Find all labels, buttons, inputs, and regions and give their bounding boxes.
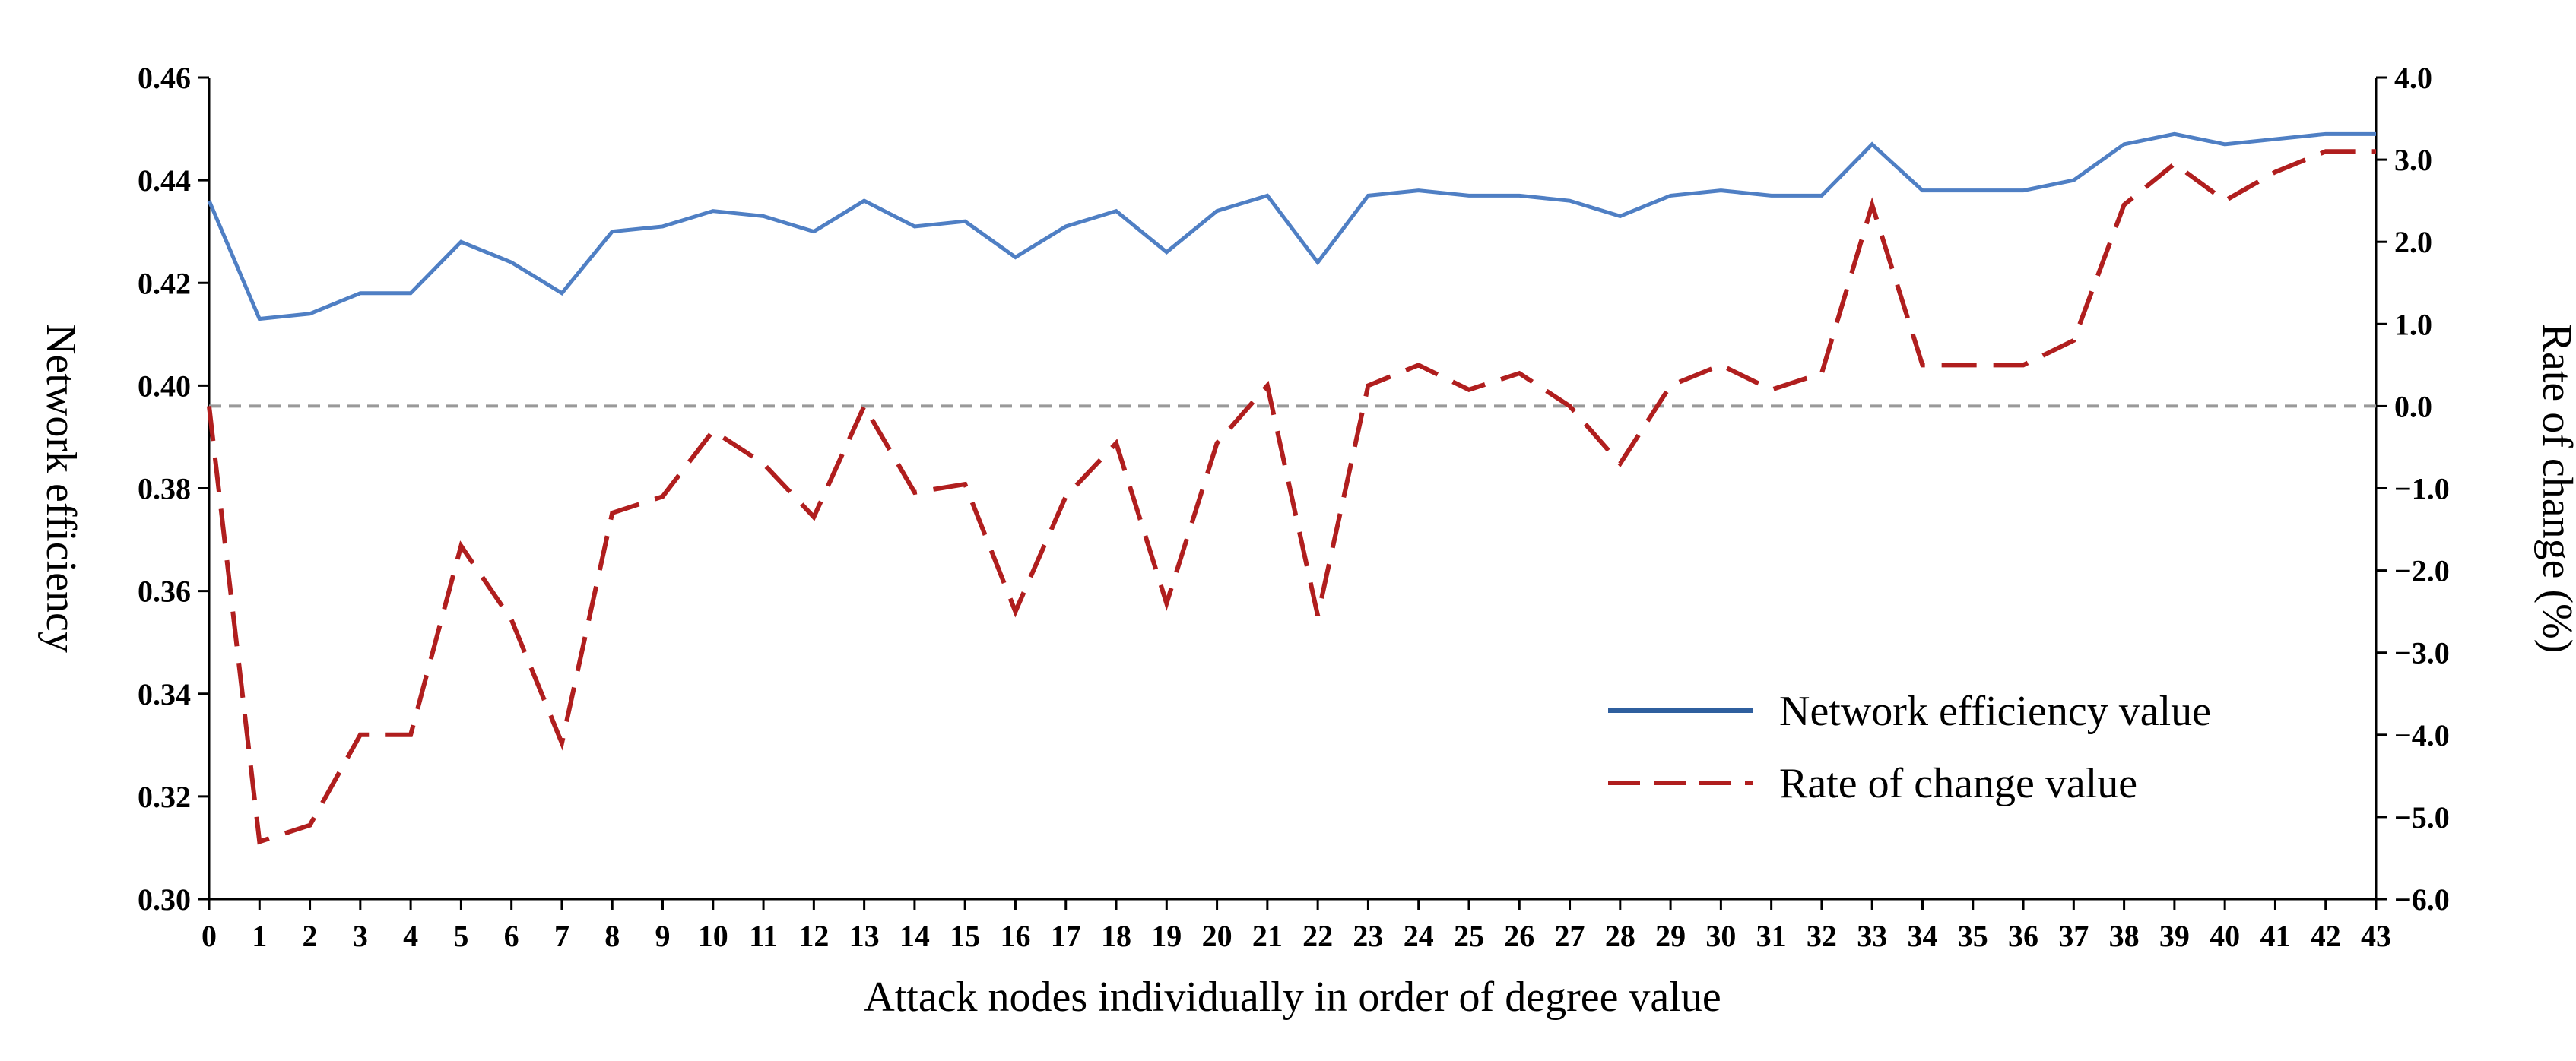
y-axis-title: Network efficiency xyxy=(37,324,84,653)
x-tick-label: 43 xyxy=(2361,919,2391,953)
x-tick-label: 4 xyxy=(403,919,418,953)
x-tick-label: 7 xyxy=(554,919,569,953)
x-tick-label: 38 xyxy=(2109,919,2140,953)
x-tick-label: 29 xyxy=(1655,919,1686,953)
x-tick-label: 9 xyxy=(655,919,671,953)
y2-tick-label: 4.0 xyxy=(2394,61,2432,95)
x-tick-label: 18 xyxy=(1101,919,1131,953)
legend: Network efficiency value Rate of change … xyxy=(1608,688,2211,807)
y-tick-label: 0.46 xyxy=(138,61,191,95)
x-tick-label: 14 xyxy=(899,919,930,953)
series-lines xyxy=(207,131,2376,845)
x-tick-label: 12 xyxy=(798,919,829,953)
x-tick-label: 34 xyxy=(1907,919,1937,953)
x-tick-label: 41 xyxy=(2260,919,2290,953)
y2-tick-label: −5.0 xyxy=(2394,800,2450,835)
y-tick-label: 0.32 xyxy=(138,780,191,814)
x-tick-label: 19 xyxy=(1151,919,1182,953)
legend-label-rate-of-change: Rate of change value xyxy=(1779,760,2137,807)
x-tick-label: 8 xyxy=(604,919,620,953)
y2-tick-label: 0.0 xyxy=(2394,389,2432,423)
x-tick-label: 40 xyxy=(2210,919,2240,953)
x-axis-title: Attack nodes individually in order of de… xyxy=(864,974,1721,1021)
x-tick-label: 31 xyxy=(1756,919,1787,953)
x-tick-label: 35 xyxy=(1958,919,1988,953)
x-tick-label: 28 xyxy=(1605,919,1635,953)
x-tick-label: 42 xyxy=(2311,919,2341,953)
x-tick-label: 26 xyxy=(1504,919,1534,953)
y-tick-label: 0.42 xyxy=(138,266,191,300)
y2-axis-title: Rate of change (%) xyxy=(2533,324,2576,654)
x-tick-label: 0 xyxy=(201,919,217,953)
x-tick-label: 15 xyxy=(950,919,980,953)
y-tick-label: 0.40 xyxy=(138,369,191,403)
x-tick-label: 32 xyxy=(1807,919,1837,953)
x-tick-label: 20 xyxy=(1202,919,1232,953)
x-tick-label: 17 xyxy=(1051,919,1081,953)
x-tick-label: 1 xyxy=(252,919,267,953)
y2-tick-label: 1.0 xyxy=(2394,307,2432,341)
y2-tick-label: 3.0 xyxy=(2394,143,2432,177)
x-tick-label: 24 xyxy=(1404,919,1434,953)
x-tick-label: 30 xyxy=(1705,919,1736,953)
x-tick-label: 36 xyxy=(2008,919,2038,953)
y-tick-label: 0.30 xyxy=(138,882,191,917)
y2-tick-label: 2.0 xyxy=(2394,225,2432,259)
y2-tick-label: −4.0 xyxy=(2394,718,2450,752)
axes: 0.30 0.32 0.34 0.36 0.38 0.40 0.42 0.44 0.46 −6.0… xyxy=(138,61,2450,953)
y-tick-label: 0.36 xyxy=(138,575,191,609)
x-tick-label: 3 xyxy=(353,919,368,953)
x-tick-label: 21 xyxy=(1252,919,1283,953)
x-tick-label: 13 xyxy=(849,919,880,953)
x-tick-label: 6 xyxy=(504,919,519,953)
x-tick-label: 37 xyxy=(2058,919,2089,953)
x-tick-label: 11 xyxy=(749,919,778,953)
x-tick-label: 16 xyxy=(1000,919,1030,953)
x-tick-label: 33 xyxy=(1857,919,1887,953)
y2-tick-label: −1.0 xyxy=(2394,472,2450,506)
x-tick-label: 10 xyxy=(698,919,728,953)
y2-tick-label: −2.0 xyxy=(2394,554,2450,588)
y2-tick-label: −6.0 xyxy=(2394,882,2450,917)
y2-tick-label: −3.0 xyxy=(2394,636,2450,670)
y-tick-label: 0.44 xyxy=(138,163,191,198)
x-tick-label: 25 xyxy=(1454,919,1484,953)
x-tick-label: 39 xyxy=(2159,919,2190,953)
y-tick-label: 0.38 xyxy=(138,472,191,506)
x-tick-label: 5 xyxy=(453,919,468,953)
x-tick-label: 23 xyxy=(1353,919,1383,953)
x-tick-label: 27 xyxy=(1555,919,1585,953)
y-tick-label: 0.34 xyxy=(138,677,191,711)
x-tick-label: 2 xyxy=(303,919,318,953)
legend-label-network-efficiency: Network efficiency value xyxy=(1779,688,2211,735)
series-line-rate-of-change xyxy=(207,149,2376,845)
series-line-network-efficiency xyxy=(207,131,2376,321)
x-tick-label: 22 xyxy=(1302,919,1333,953)
